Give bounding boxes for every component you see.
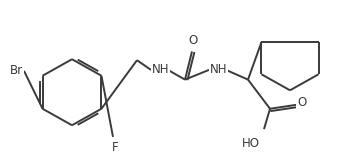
Text: O: O	[188, 34, 198, 47]
Text: NH: NH	[210, 63, 227, 76]
Text: NH: NH	[152, 63, 169, 76]
Text: F: F	[112, 141, 118, 154]
Text: O: O	[297, 96, 307, 109]
Text: HO: HO	[242, 137, 260, 150]
Text: Br: Br	[10, 64, 23, 77]
